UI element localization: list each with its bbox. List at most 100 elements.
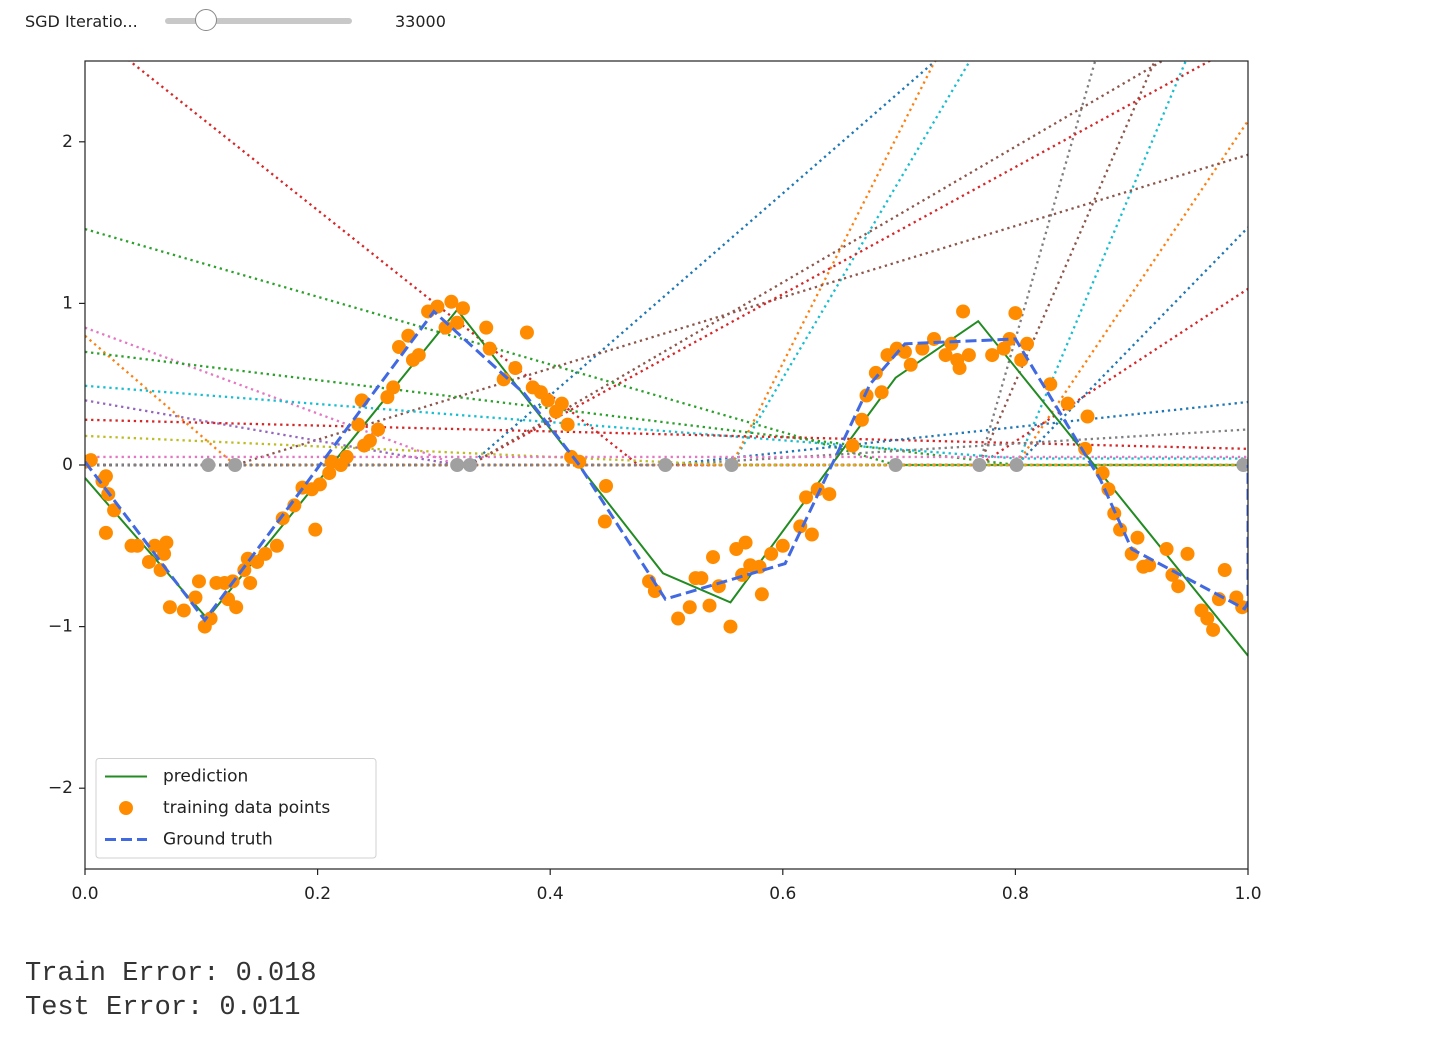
data-point [804, 527, 819, 542]
data-point [1060, 396, 1075, 411]
data-point [754, 587, 769, 602]
legend-label: Ground truth [163, 830, 273, 850]
unit-line [85, 61, 937, 467]
legend-marker [119, 801, 133, 815]
data-point [956, 304, 971, 319]
data-point [147, 538, 162, 553]
data-point [915, 341, 930, 356]
knot-point [228, 458, 243, 472]
data-point [682, 600, 697, 615]
data-point [130, 538, 145, 553]
unit-line [85, 61, 1165, 467]
plot-area [85, 61, 1248, 657]
data-point [386, 380, 401, 395]
slider-knob[interactable] [195, 9, 217, 31]
data-point [482, 341, 497, 356]
data-point [312, 477, 327, 492]
data-point [1142, 558, 1157, 573]
data-point [859, 388, 874, 403]
x-tick-label: 0.2 [304, 884, 331, 904]
data-point [450, 315, 465, 330]
series-line [85, 308, 1248, 657]
data-point [961, 348, 976, 363]
data-point [874, 385, 889, 400]
data-point [229, 600, 244, 615]
data-point [706, 550, 721, 565]
data-point [938, 348, 953, 363]
data-point [157, 546, 172, 561]
data-point [191, 574, 206, 589]
data-point [1080, 409, 1095, 424]
slider-value: 33000 [395, 11, 446, 31]
knot-point [724, 458, 739, 472]
data-point [1180, 546, 1195, 561]
unit-line [85, 61, 1097, 467]
data-point [540, 393, 555, 408]
data-point [98, 525, 113, 540]
unit-line [85, 61, 938, 467]
data-point [764, 546, 779, 561]
unit-line [85, 227, 1248, 467]
data-point [392, 340, 407, 355]
x-tick-label: 0.0 [71, 884, 98, 904]
data-point [455, 301, 470, 316]
data-point [897, 344, 912, 359]
error-label: Test Error: [25, 993, 204, 1023]
data-point [188, 590, 203, 605]
data-point [479, 320, 494, 335]
knot-point [201, 458, 216, 472]
unit-line [85, 61, 1156, 467]
knot-point [1009, 458, 1024, 472]
data-point [519, 325, 534, 340]
data-point [775, 538, 790, 553]
knot-point [1236, 458, 1248, 472]
error-value: 0.011 [219, 993, 301, 1023]
data-point [176, 603, 191, 618]
data-point [1043, 377, 1058, 392]
data-point [308, 522, 323, 537]
legend-box [95, 758, 377, 859]
data-point [1217, 563, 1232, 578]
data-point [258, 546, 273, 561]
data-point [351, 417, 366, 432]
knot-point [450, 458, 465, 472]
data-point [799, 490, 814, 505]
data-point [1159, 542, 1174, 557]
data-point [1002, 331, 1017, 346]
data-point [203, 611, 218, 626]
y-tick-label: 0 [62, 455, 73, 475]
data-point [554, 396, 569, 411]
y-tick-label: −1 [48, 617, 73, 637]
unit-line [85, 153, 1248, 467]
test-error: Test Error: 0.011 [25, 991, 317, 1025]
legend-label: prediction [163, 767, 248, 787]
data-point [952, 361, 967, 376]
data-point [98, 469, 113, 484]
slider-track[interactable] [165, 9, 352, 31]
data-point [1235, 600, 1248, 615]
series-line [85, 309, 1248, 623]
data-point [508, 361, 523, 376]
unit-line [85, 61, 1187, 467]
data-point [903, 357, 918, 372]
x-tick-label: 0.4 [537, 884, 564, 904]
data-point [985, 348, 1000, 363]
data-point [162, 600, 177, 615]
data-point [339, 449, 354, 464]
unit-line [85, 334, 1248, 467]
error-label: Train Error: [25, 959, 220, 989]
x-tick-label: 0.8 [1002, 884, 1029, 904]
data-point [322, 466, 337, 481]
data-point [269, 538, 284, 553]
data-point [1206, 622, 1221, 637]
unit-line [85, 120, 1248, 467]
data-point [1200, 611, 1215, 626]
data-point [822, 487, 837, 502]
slider-control: SGD Iteratio... 33000 [25, 8, 446, 34]
data-point [141, 554, 156, 569]
knot-point [888, 458, 903, 472]
data-point [1078, 441, 1093, 456]
slider-label: SGD Iteratio... [25, 11, 138, 31]
chart: 0.0 0.2 0.4 0.6 0.8 1.0 −2 −1 0 1 2 prediction train… [48, 60, 1262, 904]
data-point [1171, 579, 1186, 594]
